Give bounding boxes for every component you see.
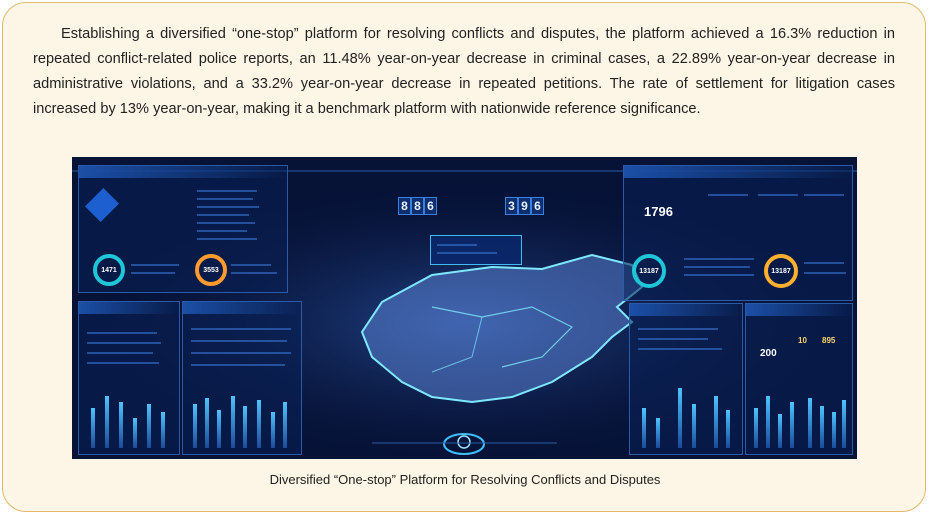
- panel-bottom-right-2: 200 10 895: [745, 303, 853, 455]
- hex-badge: [85, 188, 119, 222]
- counter-digit: 6: [531, 197, 544, 215]
- ring-13187-left: 13187: [632, 254, 666, 288]
- dashboard-screenshot: 1471 3553 1796 13187 13187 8 8 6 3 9 6: [72, 157, 857, 459]
- panel-title-bar: [624, 166, 852, 178]
- map-popup: [430, 235, 522, 265]
- ring-13187-right: 13187: [764, 254, 798, 288]
- panel-top-left: 1471 3553: [78, 165, 288, 293]
- bar-group: [752, 388, 848, 448]
- ring-3553: 3553: [195, 254, 227, 286]
- counter-digit: 9: [518, 197, 531, 215]
- counter-digit: 3: [505, 197, 518, 215]
- panel-bottom-right-1: [629, 303, 743, 455]
- counter-digit: 8: [411, 197, 424, 215]
- metric-10: 10: [798, 336, 807, 345]
- body-paragraph: Establishing a diversified “one-stop” pl…: [33, 26, 895, 117]
- panel-title-bar: [79, 166, 287, 178]
- metric-200: 200: [760, 348, 777, 359]
- figure-caption: Diversified “One-stop” Platform for Reso…: [269, 472, 661, 487]
- panel-bottom-left-1: [78, 301, 180, 455]
- metric-895: 895: [822, 336, 836, 345]
- panel-bottom-left-2: [182, 301, 302, 455]
- bar-group: [191, 390, 295, 448]
- bar-group: [638, 378, 734, 448]
- ring-1471: 1471: [93, 254, 125, 286]
- bar-group: [87, 390, 173, 448]
- counter-digit: 8: [398, 197, 411, 215]
- panel-top-right: 1796 13187 13187: [623, 165, 853, 301]
- counter-digit: 6: [424, 197, 437, 215]
- big-number: 1796: [644, 204, 673, 219]
